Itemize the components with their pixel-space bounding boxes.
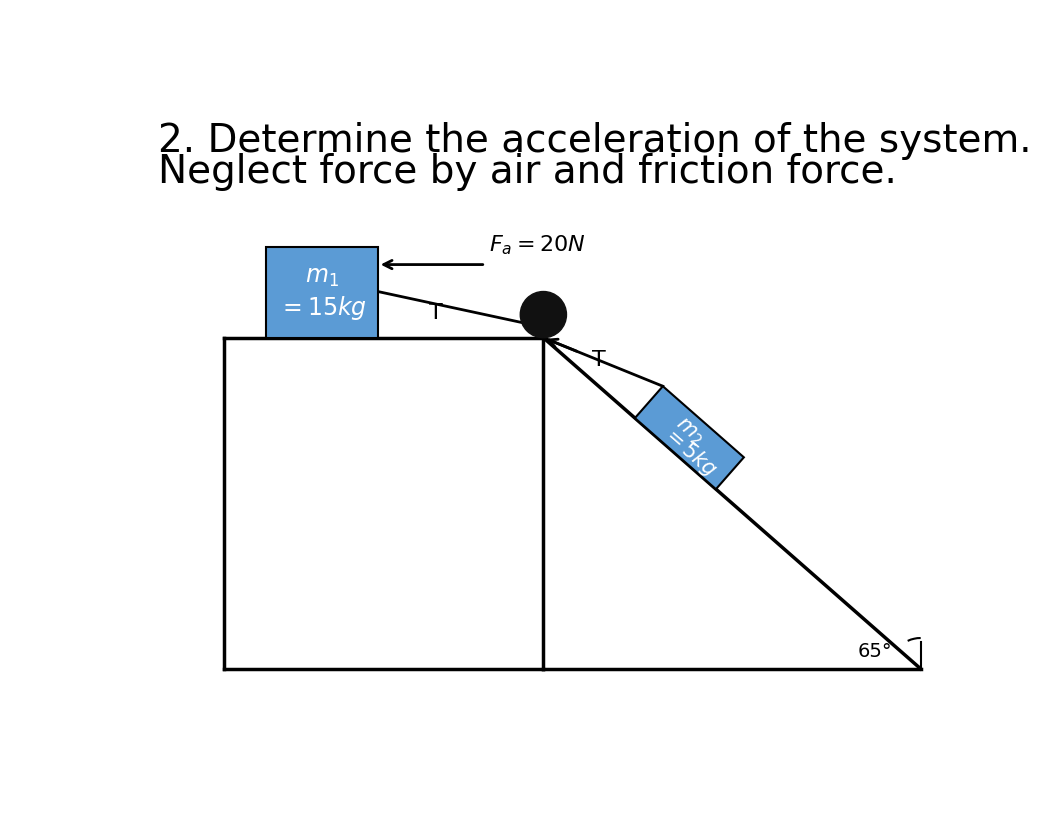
Text: $m_2$: $m_2$ [672,414,708,449]
Bar [266,247,378,338]
Text: $= 15kg$: $= 15kg$ [278,293,366,322]
Text: T: T [592,349,606,370]
Text: 65°: 65° [857,643,892,661]
Text: 2. Determine the acceleration of the system.: 2. Determine the acceleration of the sys… [158,122,1032,160]
Text: Neglect force by air and friction force.: Neglect force by air and friction force. [158,153,898,191]
Polygon shape [634,386,744,489]
Text: $F_a = 20N$: $F_a = 20N$ [489,233,586,257]
Circle shape [520,292,567,338]
Text: $m_1$: $m_1$ [306,265,338,289]
Text: $= 5kg$: $= 5kg$ [657,421,721,482]
Text: T: T [429,303,442,323]
